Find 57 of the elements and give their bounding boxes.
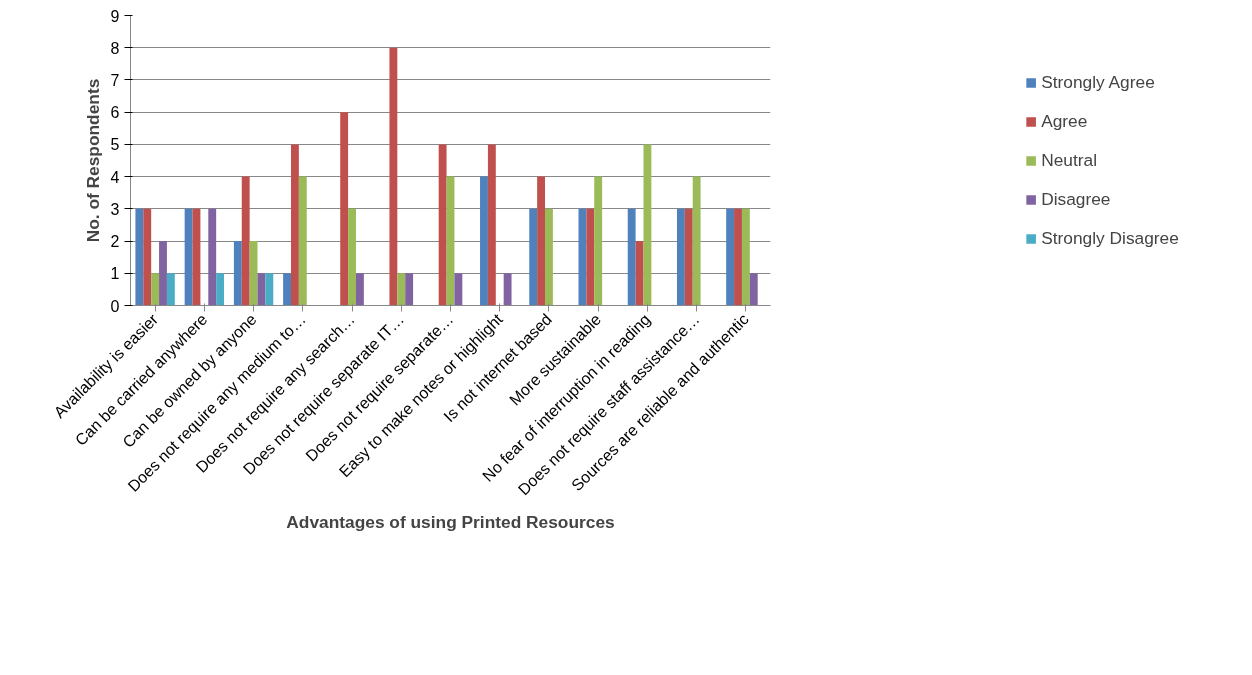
y-tick-label: 9 xyxy=(110,7,120,25)
bar xyxy=(676,208,685,306)
bar xyxy=(159,241,167,306)
bar xyxy=(438,144,447,306)
y-tick-label: 5 xyxy=(110,136,120,154)
bar xyxy=(348,208,356,306)
bar xyxy=(355,273,364,306)
bar xyxy=(290,144,299,306)
bar xyxy=(586,208,595,306)
bar xyxy=(405,273,414,306)
legend-label: Strongly Disagree xyxy=(1041,227,1179,249)
bar xyxy=(726,208,735,306)
bar xyxy=(397,273,406,306)
bar xyxy=(454,273,463,306)
bar xyxy=(643,144,652,306)
bar xyxy=(487,144,496,306)
bar xyxy=(741,208,750,306)
legend-label: Neutral xyxy=(1041,149,1098,171)
bar xyxy=(283,273,291,306)
bar xyxy=(265,273,274,306)
bar xyxy=(627,208,636,306)
bar xyxy=(233,241,242,306)
legend-label: Disagree xyxy=(1041,188,1111,210)
bar xyxy=(734,208,742,306)
bar xyxy=(249,241,258,306)
y-tick-label: 2 xyxy=(110,233,120,251)
bar xyxy=(480,176,488,306)
y-tick-label: 4 xyxy=(110,168,120,186)
y-tick-label: 6 xyxy=(110,104,120,122)
bar xyxy=(594,176,603,306)
y-tick-label: 3 xyxy=(110,200,120,218)
bar xyxy=(692,176,701,306)
x-axis-title: Advantages of using Printed Resources xyxy=(286,512,615,533)
bar xyxy=(166,273,175,306)
bar xyxy=(537,176,546,306)
legend-label: Strongly Agree xyxy=(1041,71,1155,93)
bar xyxy=(208,208,217,306)
y-axis-title: No. of Respondents xyxy=(82,78,103,243)
bar xyxy=(241,176,250,306)
bar xyxy=(684,208,693,306)
bar xyxy=(340,112,349,306)
bar xyxy=(749,273,758,306)
bar xyxy=(143,208,152,306)
y-tick-label: 8 xyxy=(110,39,120,57)
y-tick-label: 7 xyxy=(110,71,120,89)
y-tick-label: 0 xyxy=(110,297,120,315)
bar xyxy=(135,208,144,306)
bar xyxy=(184,208,193,306)
bar xyxy=(216,273,225,306)
bar xyxy=(503,273,512,306)
bar xyxy=(151,273,160,306)
bar xyxy=(389,47,398,306)
legend-label: Agree xyxy=(1041,110,1088,132)
bar xyxy=(298,176,307,306)
bar xyxy=(545,208,553,306)
bar xyxy=(529,208,538,306)
y-tick-label: 1 xyxy=(110,265,120,283)
